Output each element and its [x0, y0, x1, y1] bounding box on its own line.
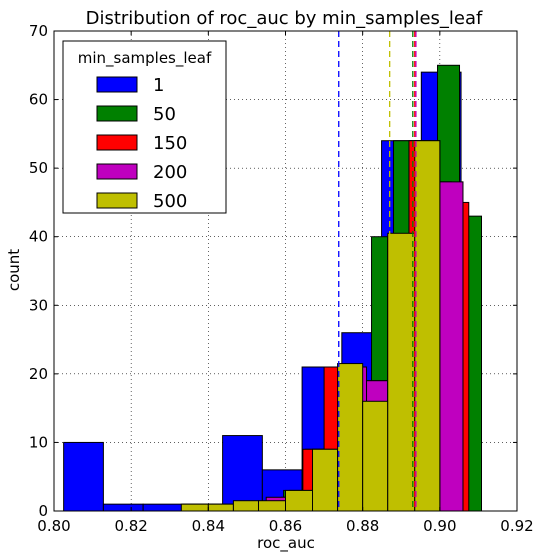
legend-swatch [96, 192, 138, 209]
legend-label: 1 [153, 75, 164, 96]
series-500 [180, 140, 441, 512]
chart-title: Distribution of roc_auc by min_samples_l… [86, 8, 483, 29]
x-tick-label: 0.80 [37, 517, 70, 535]
y-tick-label: 30 [29, 296, 48, 314]
axis-ticks: 0.80 0.82 0.84 0.86 0.88 0.90 0.92 0 10 20 30 40 50 6… [29, 22, 534, 535]
legend-label: 500 [153, 191, 187, 212]
x-axis-label: roc_auc [257, 534, 315, 553]
histogram-bar [222, 435, 263, 512]
histogram-bar [142, 503, 184, 512]
histogram-bars [63, 64, 483, 512]
x-tick-label: 0.86 [269, 517, 302, 535]
histogram-bar [285, 489, 314, 512]
histogram-bar [102, 503, 144, 512]
y-tick-label: 50 [29, 159, 48, 177]
histogram-bar [414, 140, 441, 512]
histogram-bar [63, 441, 104, 512]
histogram-bar [387, 232, 416, 512]
y-tick-label: 0 [38, 502, 48, 520]
legend-swatch [96, 105, 138, 122]
histogram-bar [232, 500, 259, 512]
histogram-bar [257, 500, 287, 512]
histogram-bar [362, 400, 389, 512]
histogram-bar [312, 448, 339, 512]
histogram-bar [337, 363, 364, 512]
x-tick-label: 0.82 [114, 517, 147, 535]
legend-swatch [96, 76, 138, 93]
legend-label: 50 [153, 104, 176, 125]
y-tick-label: 70 [29, 22, 48, 40]
y-tick-label: 20 [29, 365, 48, 383]
x-tick-label: 0.84 [192, 517, 225, 535]
x-tick-label: 0.88 [346, 517, 379, 535]
y-tick-label: 60 [29, 91, 48, 109]
x-tick-label: 0.90 [423, 517, 456, 535]
y-axis-label: count [5, 249, 23, 291]
legend-box [62, 40, 227, 214]
y-tick-label: 40 [29, 228, 48, 246]
mean-lines [338, 31, 417, 511]
histogram-bar [180, 503, 209, 512]
legend-swatch [96, 163, 138, 180]
x-tick-label: 0.92 [500, 517, 533, 535]
y-tick-label: 10 [29, 433, 48, 451]
histogram-bar [439, 181, 464, 512]
legend-label: 150 [153, 133, 187, 154]
legend-swatch [96, 134, 138, 151]
legend-title: min_samples_leaf [78, 49, 212, 68]
histogram-bar [207, 503, 234, 512]
legend-label: 200 [153, 162, 187, 183]
